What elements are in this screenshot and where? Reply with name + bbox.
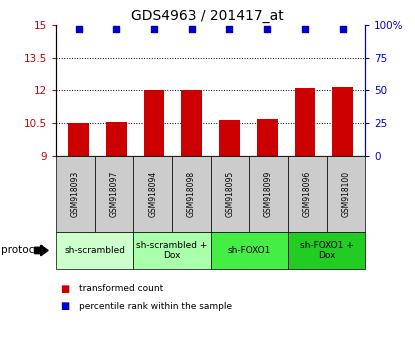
Text: GSM918095: GSM918095 [225, 171, 234, 217]
Bar [295, 88, 315, 156]
Point [151, 26, 157, 32]
Text: sh-FOXO1 +
Dox: sh-FOXO1 + Dox [300, 241, 354, 260]
Bar [332, 87, 353, 156]
Text: sh-FOXO1: sh-FOXO1 [227, 246, 271, 255]
Point [226, 26, 233, 32]
Text: GSM918096: GSM918096 [303, 171, 312, 217]
Text: ■: ■ [60, 284, 69, 293]
Text: sh-scrambled: sh-scrambled [64, 246, 125, 255]
Text: protocol: protocol [1, 245, 44, 256]
Point [302, 26, 308, 32]
Text: ■: ■ [60, 301, 69, 311]
Bar [219, 120, 240, 156]
Text: GDS4963 / 201417_at: GDS4963 / 201417_at [131, 9, 284, 23]
Text: transformed count: transformed count [79, 284, 163, 293]
Bar [257, 119, 278, 156]
Text: GSM918099: GSM918099 [264, 171, 273, 217]
Text: GSM918098: GSM918098 [187, 171, 196, 217]
Point [264, 26, 271, 32]
Point [76, 26, 82, 32]
Text: GSM918094: GSM918094 [148, 171, 157, 217]
Bar [144, 90, 164, 156]
Bar [68, 123, 89, 156]
Text: GSM918100: GSM918100 [342, 171, 350, 217]
Text: GSM918097: GSM918097 [110, 171, 119, 217]
Point [188, 26, 195, 32]
Bar [106, 122, 127, 156]
Text: percentile rank within the sample: percentile rank within the sample [79, 302, 232, 311]
Point [339, 26, 346, 32]
Point [113, 26, 120, 32]
Text: GSM918093: GSM918093 [71, 171, 80, 217]
Text: sh-scrambled +
Dox: sh-scrambled + Dox [136, 241, 208, 260]
Bar [181, 90, 202, 156]
